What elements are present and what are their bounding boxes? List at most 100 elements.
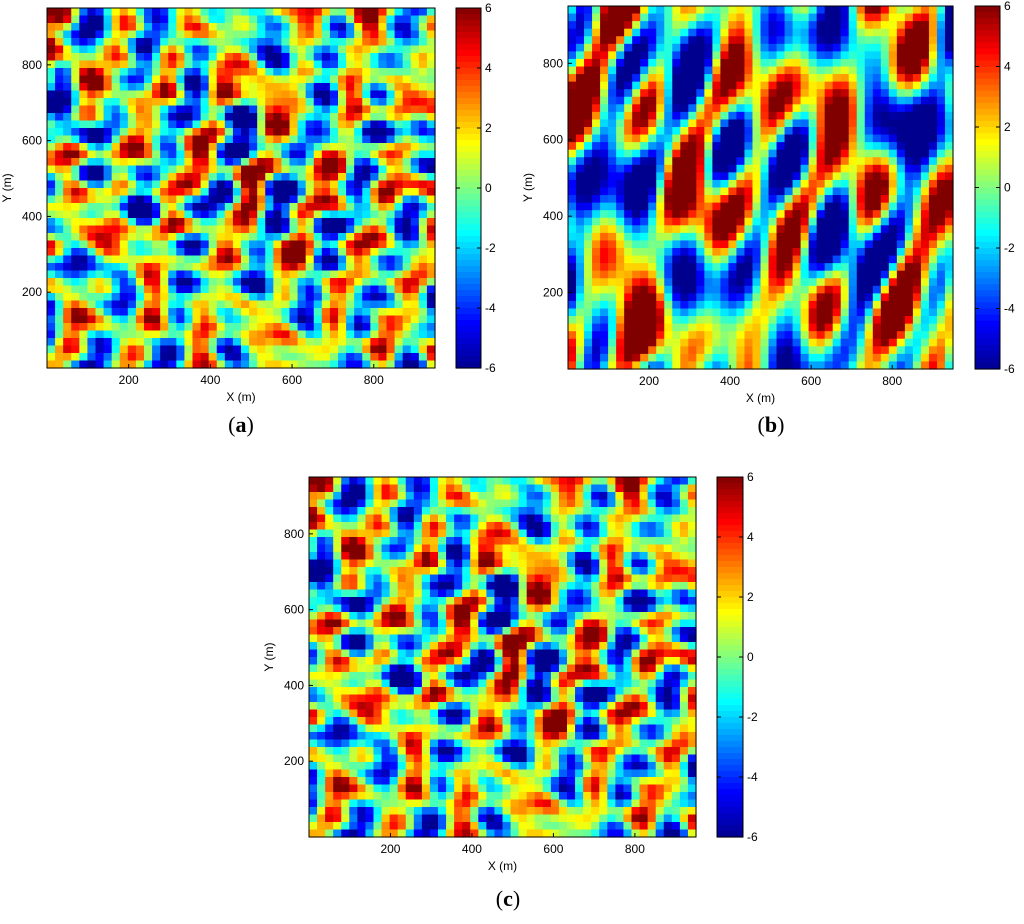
heatmap-cell <box>736 233 745 241</box>
heatmap-cell <box>193 166 202 174</box>
heatmap-cell <box>777 240 786 248</box>
heatmap-cell <box>640 172 649 180</box>
heatmap-cell <box>704 59 713 67</box>
heatmap-cell <box>136 113 145 121</box>
heatmap-cell <box>346 121 355 129</box>
heatmap-cell <box>419 38 428 46</box>
heatmap-cell <box>411 271 420 279</box>
heatmap-cell <box>176 83 185 91</box>
heatmap-cell <box>889 203 898 211</box>
heatmap-cell <box>419 301 428 309</box>
heatmap-cell <box>728 301 737 309</box>
heatmap-cell <box>624 225 633 233</box>
heatmap-cell <box>322 241 331 249</box>
heatmap-cell <box>584 293 593 301</box>
heatmap-cell <box>104 226 113 234</box>
heatmap-cell <box>704 218 713 226</box>
heatmap-cell <box>47 158 56 166</box>
heatmap-cell <box>624 324 633 332</box>
heatmap-cell <box>265 31 274 39</box>
heatmap-cell <box>152 68 161 76</box>
heatmap-cell <box>817 188 826 196</box>
heatmap-cell <box>47 203 56 211</box>
heatmap-cell <box>817 309 826 317</box>
heatmap-cell <box>937 112 946 120</box>
heatmap-cell <box>290 226 299 234</box>
heatmap-cell <box>427 241 436 249</box>
heatmap-cell <box>265 278 274 286</box>
heatmap-cell <box>825 346 834 354</box>
heatmap-cell <box>616 59 625 67</box>
heatmap-cell <box>712 188 721 196</box>
heatmap-cell <box>632 67 641 75</box>
heatmap-cell <box>945 36 954 44</box>
heatmap-cell <box>144 38 153 46</box>
heatmap-cell <box>403 271 412 279</box>
heatmap-cell <box>873 142 882 150</box>
heatmap-cell <box>576 127 585 135</box>
heatmap-cell <box>241 128 250 136</box>
heatmap-cell <box>696 165 705 173</box>
heatmap-cell <box>712 142 721 150</box>
heatmap-cell <box>744 82 753 90</box>
heatmap-cell <box>696 97 705 105</box>
heatmap-cell <box>209 106 218 114</box>
heatmap-cell <box>330 338 339 346</box>
heatmap-cell <box>233 38 242 46</box>
heatmap-cell <box>913 339 922 347</box>
heatmap-cell <box>136 316 145 324</box>
heatmap-cell <box>168 76 177 84</box>
heatmap-cell <box>152 136 161 144</box>
heatmap-cell <box>306 338 315 346</box>
heatmap-cell <box>881 361 890 369</box>
heatmap-cell <box>63 361 72 369</box>
heatmap-cell <box>201 16 210 24</box>
heatmap-cell <box>55 16 64 24</box>
heatmap-cell <box>849 293 858 301</box>
heatmap-cell <box>96 31 105 39</box>
heatmap-cell <box>624 195 633 203</box>
heatmap-cell <box>704 188 713 196</box>
heatmap-cell <box>809 195 818 203</box>
heatmap-cell <box>378 278 387 286</box>
heatmap-cell <box>217 323 226 331</box>
heatmap-cell <box>87 256 96 264</box>
heatmap-cell <box>411 278 420 286</box>
heatmap-cell <box>112 128 121 136</box>
heatmap-cell <box>403 31 412 39</box>
heatmap-cell <box>728 233 737 241</box>
heatmap-cell <box>583 477 592 485</box>
heatmap-cell <box>144 256 153 264</box>
heatmap-cell <box>112 16 121 24</box>
heatmap-cell <box>96 361 105 369</box>
heatmap-cell <box>120 278 129 286</box>
heatmap-cell <box>833 278 842 286</box>
heatmap-cell <box>744 233 753 241</box>
heatmap-cell <box>929 21 938 29</box>
heatmap-cell <box>249 301 258 309</box>
heatmap-cell <box>672 309 681 317</box>
heatmap-cell <box>728 97 737 105</box>
heatmap-cell <box>873 97 882 105</box>
heatmap-cell <box>395 331 404 339</box>
heatmap-cell <box>865 316 874 324</box>
heatmap-cell <box>403 346 412 354</box>
heatmap-cell <box>696 233 705 241</box>
heatmap-cell <box>576 293 585 301</box>
heatmap-cell <box>63 91 72 99</box>
heatmap-cell <box>209 263 218 271</box>
heatmap-cell <box>354 233 363 241</box>
heatmap-cell <box>378 91 387 99</box>
heatmap-cell <box>273 46 282 54</box>
heatmap-cell <box>306 181 315 189</box>
heatmap-cell <box>241 338 250 346</box>
heatmap-cell <box>306 121 315 129</box>
heatmap-cell <box>96 323 105 331</box>
heatmap-cell <box>616 82 625 90</box>
heatmap-cell <box>346 181 355 189</box>
heatmap-cell <box>290 271 299 279</box>
heatmap-cell <box>193 136 202 144</box>
heatmap-cell <box>136 338 145 346</box>
heatmap-cell <box>696 316 705 324</box>
heatmap-cell <box>825 82 834 90</box>
